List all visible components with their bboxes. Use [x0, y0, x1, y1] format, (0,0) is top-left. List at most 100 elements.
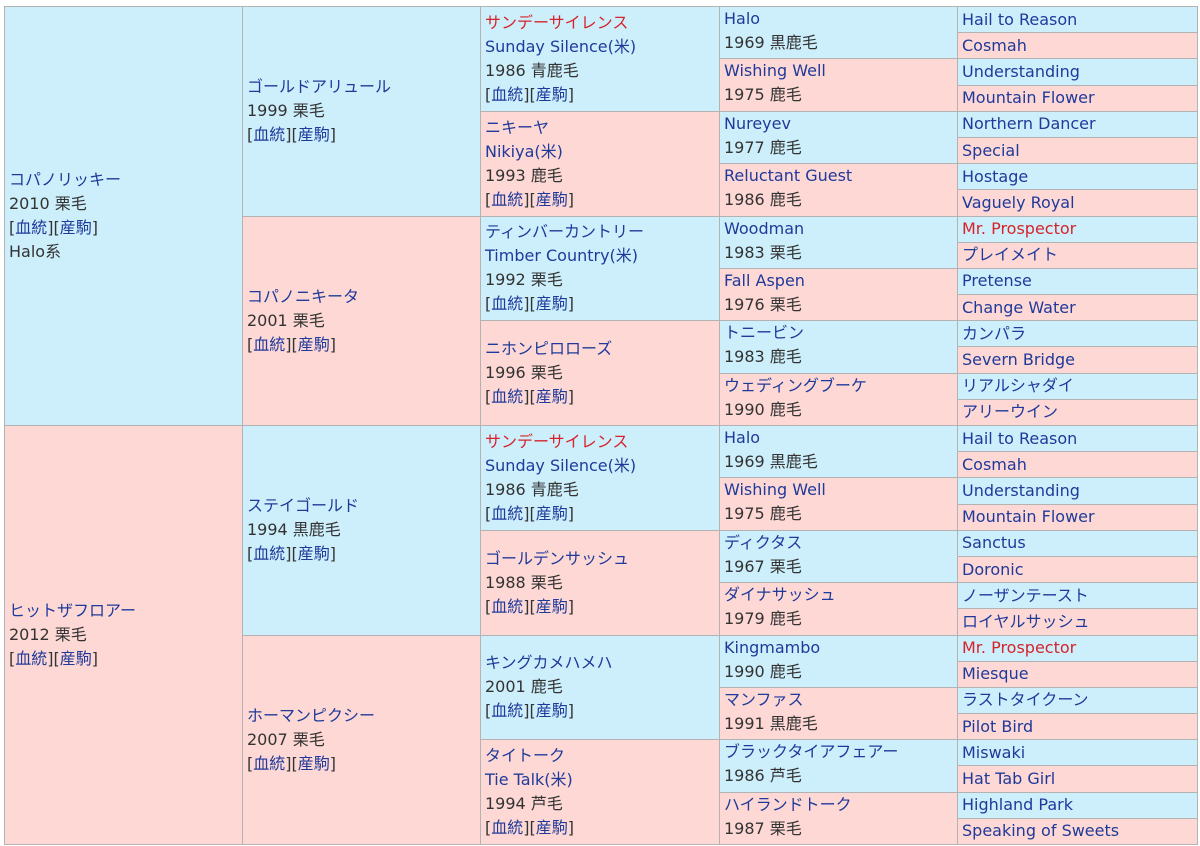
horse-name-link[interactable]: Miesque	[962, 664, 1029, 684]
horse-name-link[interactable]: サンデーサイレンス	[485, 431, 629, 451]
horse-name-link[interactable]: Halo	[724, 428, 761, 447]
horse-name-link[interactable]: Sunday Silence(米)	[485, 36, 637, 56]
horse-name-link[interactable]: Nureyev	[724, 113, 791, 133]
horse-name-link[interactable]: ニホンピロローズ	[485, 339, 613, 359]
horse-name-link[interactable]: ニキーヤ	[485, 117, 550, 137]
horse-name-link[interactable]: キングカメハメハ	[485, 653, 613, 673]
progeny-link[interactable]: 産駒	[297, 753, 330, 773]
horse-name-link[interactable]: Pretense	[962, 271, 1032, 291]
horse-name-link[interactable]: ゴールドアリュール	[247, 77, 392, 97]
pedigree-link[interactable]: 血統	[491, 387, 524, 407]
horse-name-link[interactable]: Speaking of Sweets	[962, 821, 1120, 841]
horse-name-link[interactable]: Wishing Well	[724, 480, 826, 500]
horse-name-link[interactable]: Hat Tab Girl	[962, 769, 1056, 789]
horse-name-link[interactable]: ステイゴールド	[247, 496, 360, 516]
horse-name-link[interactable]: Fall Aspen	[724, 270, 805, 290]
progeny-link[interactable]: 産駒	[59, 649, 92, 668]
horse-name-link[interactable]: ゴールデンサッシュ	[485, 548, 630, 568]
pedigree-link[interactable]: 血統	[253, 753, 286, 773]
progeny-link[interactable]: 産駒	[297, 125, 330, 145]
gen5-ancestor-cell: プレイメイト	[957, 241, 1198, 269]
horse-name-link[interactable]: トニービン	[724, 323, 805, 343]
horse-name-link[interactable]: Halo	[724, 9, 761, 28]
horse-name-link[interactable]: アリーウイン	[962, 402, 1059, 422]
pedigree-link[interactable]: 血統	[491, 818, 524, 838]
horse-name-link[interactable]: サンデーサイレンス	[485, 12, 629, 32]
horse-name-link[interactable]: Understanding	[962, 480, 1080, 500]
horse-name-link[interactable]: ハイランドトーク	[724, 794, 852, 814]
progeny-link[interactable]: 産駒	[535, 503, 568, 523]
gen5-ancestor-cell: Miswaki	[957, 739, 1198, 767]
horse-name-link[interactable]: Vaguely Royal	[962, 192, 1075, 212]
pedigree-link[interactable]: 血統	[491, 701, 524, 721]
pedigree-link[interactable]: 血統	[15, 649, 48, 668]
progeny-link[interactable]: 産駒	[535, 84, 568, 104]
horse-name-link[interactable]: ウェディングブーケ	[724, 375, 867, 395]
horse-name-link[interactable]: Cosmah	[962, 35, 1027, 55]
horse-name-link[interactable]: ヒットザフロアー	[9, 601, 137, 620]
horse-name-link[interactable]: ブラックタイアフェアー	[724, 742, 899, 762]
horse-name-link[interactable]: コパノニキータ	[247, 286, 360, 306]
progeny-link[interactable]: 産駒	[297, 544, 330, 564]
horse-name-link[interactable]: Nikiya(米)	[485, 141, 563, 161]
horse-name-link[interactable]: Kingmambo	[724, 637, 821, 657]
pedigree-link[interactable]: 血統	[253, 334, 286, 354]
horse-name-link[interactable]: Pilot Bird	[962, 716, 1034, 736]
pedigree-link[interactable]: 血統	[491, 84, 524, 104]
horse-name-link[interactable]: Mr. Prospector	[962, 219, 1077, 239]
horse-name-link[interactable]: Wishing Well	[724, 61, 826, 81]
horse-name-link[interactable]: Mr. Prospector	[962, 638, 1077, 658]
horse-name-link[interactable]: タイトーク	[485, 746, 566, 766]
horse-name-link[interactable]: Hail to Reason	[962, 9, 1078, 29]
gen5-ancestor-cell: Pilot Bird	[957, 713, 1198, 741]
horse-name-link[interactable]: ロイヤルサッシュ	[962, 611, 1090, 631]
horse-name-link[interactable]: Woodman	[724, 218, 805, 238]
horse-name-link[interactable]: Tie Talk(米)	[485, 770, 573, 790]
gen5-ancestor-cell: アリーウイン	[957, 398, 1198, 427]
horse-name-link[interactable]: Change Water	[962, 297, 1076, 317]
horse-name-link[interactable]: Special	[962, 140, 1020, 160]
horse-name-link[interactable]: Hail to Reason	[962, 428, 1078, 448]
progeny-link[interactable]: 産駒	[535, 387, 568, 407]
progeny-link[interactable]: 産駒	[535, 596, 568, 616]
progeny-link[interactable]: 産駒	[297, 334, 330, 354]
pedigree-link[interactable]: 血統	[253, 125, 286, 145]
horse-name-link[interactable]: Mountain Flower	[962, 88, 1095, 108]
progeny-link[interactable]: 産駒	[535, 294, 568, 314]
horse-name-link[interactable]: Highland Park	[962, 795, 1073, 815]
horse-name-link[interactable]: Cosmah	[962, 454, 1027, 474]
horse-name-link[interactable]: ホーマンピクシー	[247, 705, 376, 725]
pedigree-link[interactable]: 血統	[491, 503, 524, 523]
horse-name-link[interactable]: Timber Country(米)	[485, 246, 639, 266]
progeny-link[interactable]: 産駒	[535, 818, 568, 838]
pedigree-link[interactable]: 血統	[491, 294, 524, 314]
horse-name-link[interactable]: Sunday Silence(米)	[485, 455, 637, 475]
pedigree-link[interactable]: 血統	[253, 544, 286, 564]
horse-name-link[interactable]: ラストタイクーン	[962, 690, 1089, 710]
horse-name-link[interactable]: Sanctus	[962, 533, 1026, 553]
pedigree-link[interactable]: 血統	[15, 218, 48, 237]
progeny-link[interactable]: 産駒	[535, 701, 568, 721]
horse-name-link[interactable]: Understanding	[962, 61, 1080, 81]
gen4-ancestor-cell: トニービン 1983 鹿毛	[719, 320, 958, 374]
horse-name-link[interactable]: Doronic	[962, 559, 1024, 579]
horse-name-link[interactable]: ダイナサッシュ	[724, 585, 836, 605]
horse-name-link[interactable]: ディクタス	[724, 532, 803, 552]
progeny-link[interactable]: 産駒	[59, 218, 92, 237]
horse-name-link[interactable]: ノーザンテースト	[962, 585, 1089, 605]
horse-name-link[interactable]: マンファス	[724, 689, 804, 709]
horse-name-link[interactable]: カンパラ	[962, 323, 1027, 343]
horse-name-link[interactable]: コパノリッキー	[9, 170, 122, 189]
progeny-link[interactable]: 産駒	[535, 189, 568, 209]
horse-name-link[interactable]: Severn Bridge	[962, 350, 1075, 370]
horse-name-link[interactable]: Reluctant Guest	[724, 166, 853, 186]
horse-name-link[interactable]: Hostage	[962, 166, 1029, 186]
horse-name-link[interactable]: Miswaki	[962, 742, 1026, 762]
pedigree-link[interactable]: 血統	[491, 189, 524, 209]
horse-name-link[interactable]: Northern Dancer	[962, 114, 1096, 134]
horse-name-link[interactable]: プレイメイト	[962, 245, 1059, 265]
horse-name-link[interactable]: Mountain Flower	[962, 507, 1095, 527]
horse-name-link[interactable]: リアルシャダイ	[962, 376, 1074, 396]
horse-name-link[interactable]: ティンバーカントリー	[485, 222, 645, 242]
pedigree-link[interactable]: 血統	[491, 596, 524, 616]
